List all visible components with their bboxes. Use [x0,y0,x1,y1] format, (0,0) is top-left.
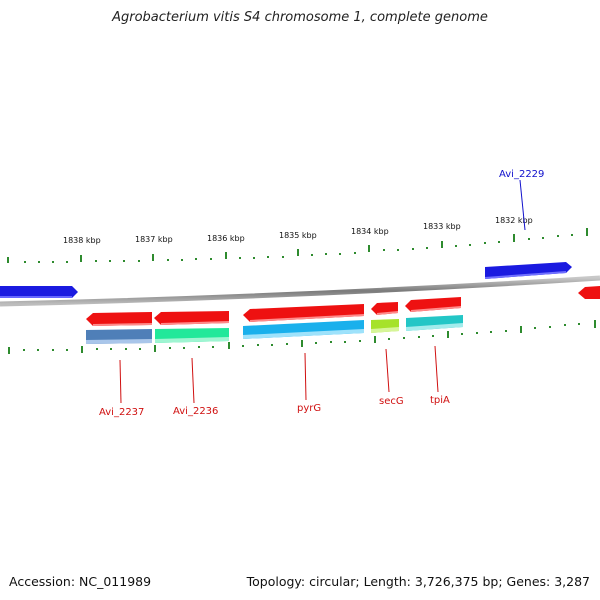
gene-arrow-tpia-shade [411,306,461,312]
lower-scale-track [8,320,596,354]
gene-arrow-avi-2237-shade [93,323,152,326]
gene-label-avi-2236[interactable]: Avi_2236 [173,406,218,417]
feature-bar-secg-shade [371,327,399,333]
leader-line-secg [385,348,390,393]
gene-arrow-secg-shade [377,311,398,315]
gene-label-pyrg[interactable]: pyrG [297,403,321,414]
gene-label-avi-2237[interactable]: Avi_2237 [99,407,144,418]
gene-arrow-avi-2236[interactable] [154,311,229,325]
feature-bar-avi-2236-shade [155,337,229,343]
genome-title: Agrobacterium vitis S4 chromosome 1, com… [112,10,488,25]
leader-line-pyrg [304,352,307,401]
genome-summary-text: Topology: circular; Length: 3,726,375 bp… [246,574,590,589]
gene-arrow-pyrg[interactable] [243,304,364,322]
gene-arrow-right-offscreen[interactable] [578,286,600,299]
scale-label-1834: 1834 kbp [351,227,389,236]
feature-bar-pyrg-shade [243,329,364,339]
gene-arrow-left-offscreen-shade [0,296,72,298]
gene-arrow-pyrg-shade [250,314,364,322]
gene-label-tpia[interactable]: tpiA [430,395,450,406]
feature-bar-avi-2237-shade [86,339,152,344]
gene-label-secg[interactable]: secG [379,396,404,407]
scale-label-1837: 1837 kbp [135,235,173,244]
leader-line-tpia [434,345,439,393]
gene-arrow-avi-2237[interactable] [86,312,152,326]
gene-label-avi-2229[interactable]: Avi_2229 [499,169,544,180]
accession-text: Accession: NC_011989 [9,574,152,589]
gene-arrow-avi-2236-shade [161,321,229,325]
leader-line-avi-2237 [119,359,122,404]
scale-label-1835: 1835 kbp [279,231,317,240]
gene-arrow-avi-2229-shade [485,271,566,279]
scale-label-1833: 1833 kbp [423,222,461,231]
gene-arrow-left-offscreen[interactable] [0,286,78,298]
leader-line-avi-2236 [191,357,195,404]
feature-bar-tpia-shade [406,323,463,331]
scale-label-1836: 1836 kbp [207,234,245,243]
leader-line-avi-2229 [519,179,526,231]
scale-label-1832: 1832 kbp [495,216,533,225]
chromosome-backbone [0,275,600,307]
scale-label-1838: 1838 kbp [63,236,101,245]
gene-arrow-avi-2229[interactable] [485,262,572,279]
upper-scale-track [7,228,588,263]
